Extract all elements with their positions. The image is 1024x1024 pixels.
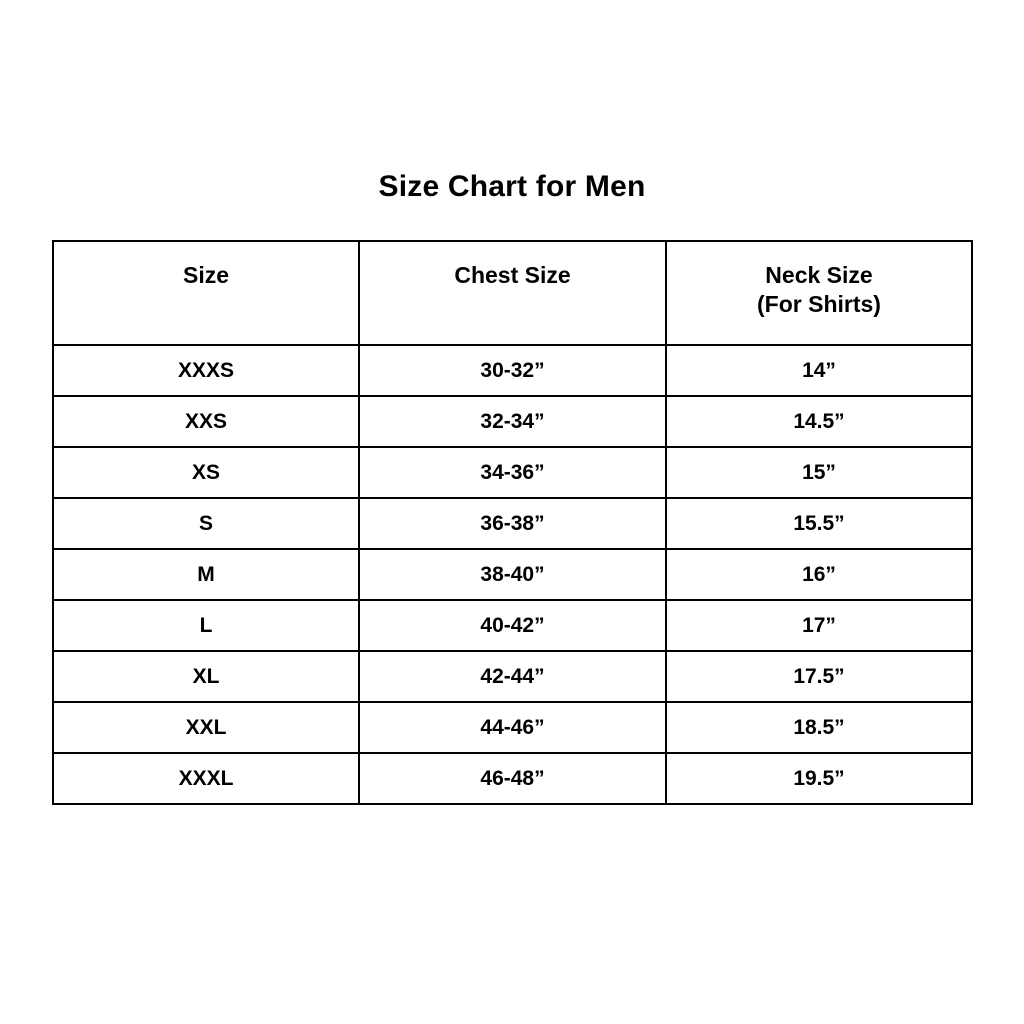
cell-neck: 15” bbox=[665, 446, 973, 499]
cell-size: XL bbox=[52, 650, 360, 703]
column-header-neck-label: Neck Size bbox=[765, 261, 873, 288]
page-title: Size Chart for Men bbox=[378, 170, 646, 203]
table-row: XL 42-44” 17.5” bbox=[52, 650, 973, 703]
cell-size: XS bbox=[52, 446, 360, 499]
cell-chest: 34-36” bbox=[358, 446, 667, 499]
cell-chest: 44-46” bbox=[358, 701, 667, 754]
column-header-neck-sublabel: (For Shirts) bbox=[757, 291, 881, 317]
cell-size: S bbox=[52, 497, 360, 550]
cell-size: XXXS bbox=[52, 344, 360, 397]
table-row: XXXS 30-32” 14” bbox=[52, 344, 973, 397]
cell-neck: 15.5” bbox=[665, 497, 973, 550]
column-header-chest: Chest Size bbox=[358, 240, 667, 346]
cell-chest: 42-44” bbox=[358, 650, 667, 703]
table-row: L 40-42” 17” bbox=[52, 599, 973, 652]
cell-chest: 46-48” bbox=[358, 752, 667, 805]
cell-size: XXXL bbox=[52, 752, 360, 805]
table-row: M 38-40” 16” bbox=[52, 548, 973, 601]
cell-neck: 16” bbox=[665, 548, 973, 601]
table-row: XS 34-36” 15” bbox=[52, 446, 973, 499]
cell-chest: 32-34” bbox=[358, 395, 667, 448]
cell-neck: 17.5” bbox=[665, 650, 973, 703]
column-header-neck: Neck Size (For Shirts) bbox=[665, 240, 973, 346]
cell-neck: 17” bbox=[665, 599, 973, 652]
cell-chest: 36-38” bbox=[358, 497, 667, 550]
cell-neck: 14.5” bbox=[665, 395, 973, 448]
table-row: XXL 44-46” 18.5” bbox=[52, 701, 973, 754]
cell-neck: 18.5” bbox=[665, 701, 973, 754]
table-body: XXXS 30-32” 14” XXS 32-34” 14.5” XS 34-3… bbox=[52, 344, 973, 805]
size-chart-table: Size Chest Size Neck Size (For Shirts) X… bbox=[52, 240, 973, 805]
table-row: S 36-38” 15.5” bbox=[52, 497, 973, 550]
table-row: XXXL 46-48” 19.5” bbox=[52, 752, 973, 805]
table-header-row: Size Chest Size Neck Size (For Shirts) bbox=[52, 240, 973, 346]
table-row: XXS 32-34” 14.5” bbox=[52, 395, 973, 448]
column-header-size-label: Size bbox=[182, 261, 230, 288]
cell-size: XXL bbox=[52, 701, 360, 754]
cell-chest: 38-40” bbox=[358, 548, 667, 601]
cell-neck: 19.5” bbox=[665, 752, 973, 805]
cell-neck: 14” bbox=[665, 344, 973, 397]
cell-size: L bbox=[52, 599, 360, 652]
column-header-chest-label: Chest Size bbox=[454, 261, 571, 288]
cell-size: XXS bbox=[52, 395, 360, 448]
cell-size: M bbox=[52, 548, 360, 601]
cell-chest: 40-42” bbox=[358, 599, 667, 652]
cell-chest: 30-32” bbox=[358, 344, 667, 397]
column-header-size: Size bbox=[52, 240, 360, 346]
